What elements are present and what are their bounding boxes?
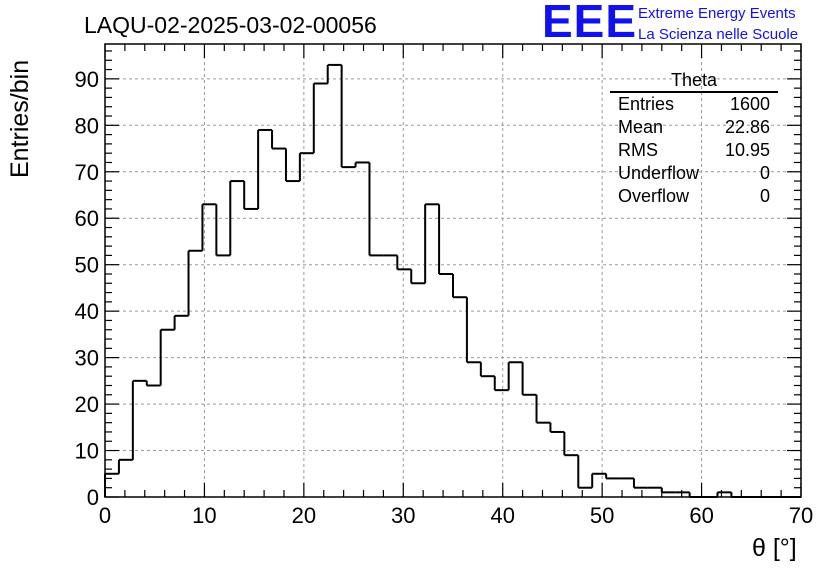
stats-value: 0 (759, 186, 770, 206)
y-tick-label: 70 (75, 160, 99, 185)
y-tick-label: 30 (75, 346, 99, 371)
y-tick-label: 0 (87, 485, 99, 510)
stats-value: 10.95 (724, 140, 770, 160)
stats-label: Entries (618, 94, 675, 114)
logo-caption-line2: La Scienza nelle Scuole (638, 26, 799, 43)
stats-label: Overflow (618, 186, 690, 206)
x-tick-label: 70 (789, 503, 813, 528)
eee-logo-mark: EEE (542, 0, 638, 47)
stats-row-overflow: Overflow 0 (610, 185, 778, 208)
y-tick-label: 40 (75, 299, 99, 324)
y-axis-title: Entries/bin (6, 59, 34, 178)
y-tick-label: 90 (75, 67, 99, 92)
y-tick-label: 50 (75, 253, 99, 278)
x-tick-label: 0 (99, 503, 111, 528)
x-tick-label: 60 (689, 503, 713, 528)
plot-frame (104, 43, 802, 498)
stats-row-underflow: Underflow 0 (610, 162, 778, 185)
stats-value: 1600 (729, 94, 770, 114)
stats-title: Theta (610, 70, 778, 93)
stats-label: Underflow (618, 163, 700, 183)
stats-label: Mean (618, 117, 664, 137)
stats-value: 0 (759, 163, 770, 183)
y-tick-label: 20 (75, 392, 99, 417)
tick-labels: 0 10 20 30 40 50 60 70 0 10 20 30 40 50 60 70 80 90 (75, 67, 814, 528)
x-axis-title: θ [°] (752, 534, 797, 562)
stats-row-rms: RMS 10.95 (610, 139, 778, 162)
y-tick-label: 80 (75, 113, 99, 138)
stats-value: 22.86 (724, 117, 770, 137)
x-tick-label: 40 (490, 503, 514, 528)
x-tick-label: 10 (192, 503, 216, 528)
stats-row-entries: Entries 1600 (610, 93, 778, 116)
y-tick-label: 10 (75, 439, 99, 464)
run-title: LAQU-02-2025-03-02-00056 (84, 12, 377, 38)
logo-caption-line1: Extreme Energy Events (638, 5, 796, 22)
x-tick-label: 30 (391, 503, 415, 528)
x-tick-label: 20 (292, 503, 316, 528)
eee-logo: EEE Extreme Energy Events La Scienza nel… (542, 0, 832, 47)
y-tick-label: 60 (75, 206, 99, 231)
axis-ticks (104, 44, 802, 498)
grid-lines (105, 44, 801, 497)
axes-frame (104, 43, 802, 498)
stats-label: RMS (618, 140, 658, 160)
stats-box: Theta Entries 1600 Mean 22.86 RMS 10.95 … (610, 70, 778, 208)
x-tick-label: 50 (590, 503, 614, 528)
stats-row-mean: Mean 22.86 (610, 116, 778, 139)
histogram-series (104, 63, 801, 498)
